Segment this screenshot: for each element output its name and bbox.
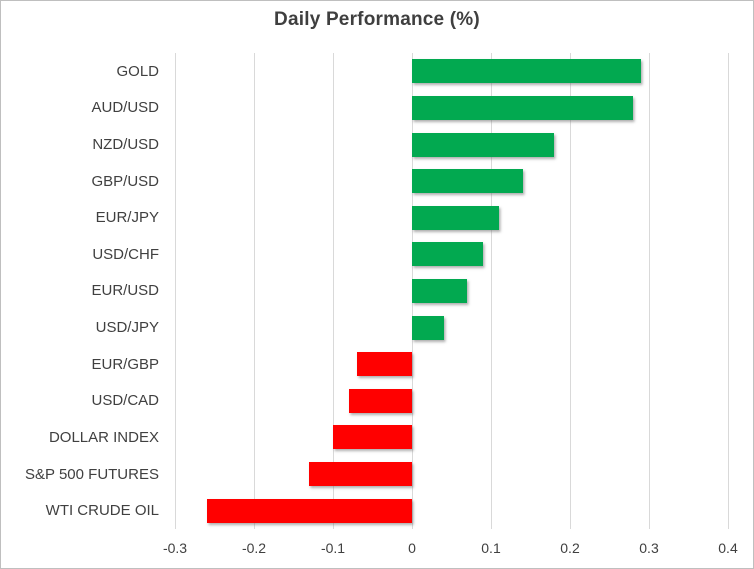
gridline [569, 53, 571, 529]
bar-gbp-usd [412, 169, 523, 194]
category-axis-labels: GOLD AUD/USD NZD/USD GBP/USD EUR/JPY USD/CHF E… [1, 53, 159, 529]
gridline [174, 53, 176, 529]
x-tick-label: -0.2 [241, 540, 267, 556]
bar-nzd-usd [412, 132, 555, 157]
category-label: AUD/USD [91, 99, 159, 117]
category-label: EUR/JPY [95, 209, 159, 227]
gridline [332, 53, 334, 529]
category-label: GOLD [116, 62, 159, 80]
bar-gold [412, 59, 642, 84]
category-label: WTI CRUDE OIL [45, 502, 159, 520]
category-label: GBP/USD [91, 172, 159, 190]
plot-area [174, 53, 729, 529]
gridline [648, 53, 650, 529]
category-label: S&P 500 FUTURES [25, 465, 159, 483]
bar-wti-crude-oil [206, 498, 412, 523]
bar-aud-usd [412, 95, 634, 120]
x-tick-label: 0.2 [560, 540, 580, 556]
x-tick-label: -0.3 [162, 540, 188, 556]
category-label: EUR/USD [91, 282, 159, 300]
category-label: EUR/GBP [91, 355, 159, 373]
x-tick-label: 0.1 [481, 540, 501, 556]
bar-usd-jpy [412, 315, 444, 340]
bar-usd-chf [412, 242, 484, 267]
gridline [727, 53, 729, 529]
category-label: USD/CAD [91, 392, 159, 410]
bar-dollar-index [333, 425, 412, 450]
category-label: NZD/USD [92, 136, 159, 154]
bar-eur-jpy [412, 205, 499, 230]
gridline [490, 53, 492, 529]
bar-s-p-500-futures [309, 462, 412, 487]
category-label: USD/JPY [95, 319, 159, 337]
category-label: USD/CHF [92, 245, 159, 263]
chart-title: Daily Performance (%) [274, 9, 480, 30]
bar-eur-gbp [356, 352, 412, 377]
bar-usd-cad [348, 388, 412, 413]
x-tick-label: 0 [408, 540, 416, 556]
x-axis-tick-labels: -0.3 -0.2 -0.1 0 0.1 0.2 0.3 0.4 [1, 538, 753, 558]
bar-eur-usd [412, 279, 468, 303]
category-label: DOLLAR INDEX [48, 428, 159, 446]
gridline [253, 53, 255, 529]
x-tick-label: 0.4 [718, 540, 738, 556]
x-tick-label: -0.1 [320, 540, 346, 556]
x-tick-label: 0.3 [639, 540, 659, 556]
